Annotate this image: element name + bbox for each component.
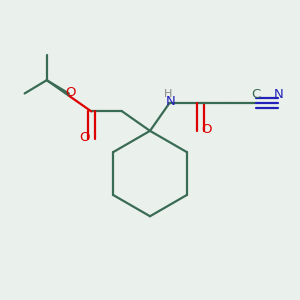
Text: C: C [252,88,261,101]
Text: O: O [202,123,212,136]
Text: N: N [166,95,176,108]
Text: H: H [164,89,172,99]
Text: O: O [65,86,76,99]
Text: N: N [274,88,283,101]
Text: O: O [80,131,90,144]
